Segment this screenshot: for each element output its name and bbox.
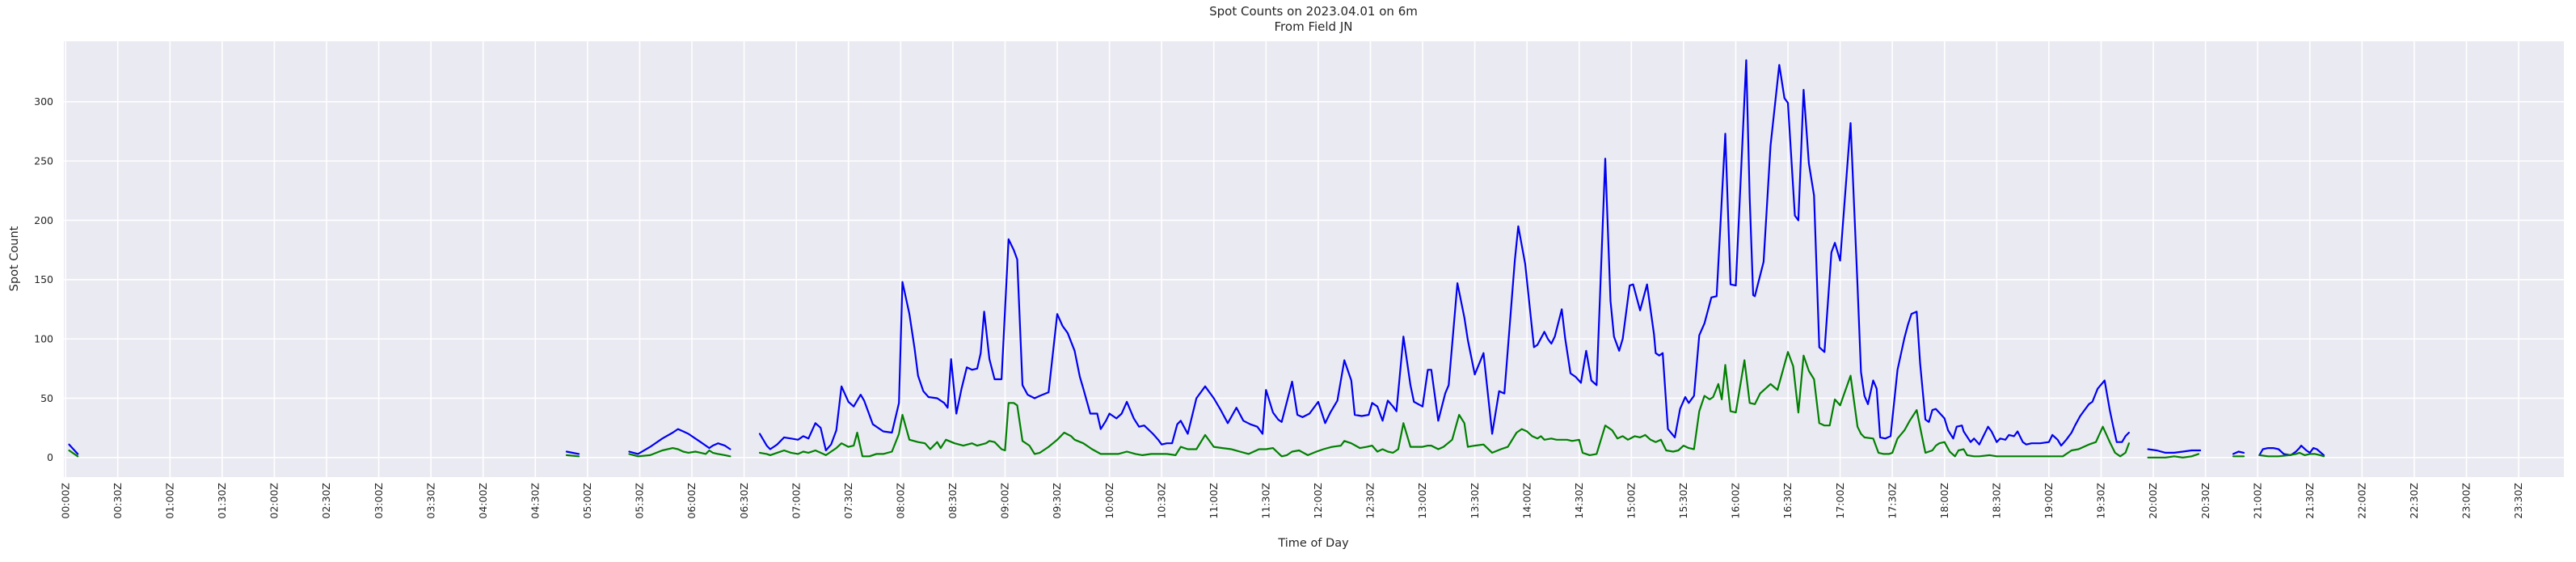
x-tick-label: 20:30Z (2199, 483, 2211, 519)
x-tick-label: 18:30Z (1991, 483, 2003, 519)
x-tick-label: 19:30Z (2095, 483, 2107, 519)
series-lines (68, 59, 2325, 458)
x-tick-label: 22:30Z (2408, 483, 2420, 519)
x-tick-label: 13:00Z (1416, 483, 1428, 519)
series-line-blue (2147, 448, 2202, 454)
series-line-blue (2258, 444, 2325, 457)
series-line-green (2147, 453, 2200, 458)
x-tick-label: 03:30Z (424, 483, 436, 519)
x-tick-label: 02:30Z (320, 483, 332, 519)
chart-subtitle: From Field JN (1275, 19, 1353, 34)
x-tick-label: 06:30Z (738, 483, 750, 519)
x-tick-label: 04:30Z (529, 483, 542, 519)
x-tick-label: 10:00Z (1103, 483, 1115, 519)
x-tick-label: 22:00Z (2356, 483, 2368, 519)
series-line-green (758, 351, 2130, 458)
y-tick-label: 150 (34, 273, 53, 285)
chart-title: Spot Counts on 2023.04.01 on 6m (1209, 4, 1418, 19)
x-tick-label: 08:00Z (895, 483, 907, 519)
x-tick-label: 16:00Z (1730, 483, 1742, 519)
series-line-blue (565, 450, 580, 455)
x-tick-label: 01:30Z (216, 483, 228, 519)
x-tick-label: 20:00Z (2147, 483, 2159, 519)
x-tick-label: 05:30Z (634, 483, 646, 519)
x-tick-label: 23:00Z (2460, 483, 2473, 519)
x-tick-label: 12:30Z (1364, 483, 1377, 519)
x-tick-label: 19:00Z (2043, 483, 2055, 519)
series-line-blue (628, 428, 731, 455)
plot-panel (64, 41, 2564, 477)
series-line-green (68, 449, 79, 458)
series-line-blue (758, 59, 2130, 452)
x-tick-label: 07:00Z (790, 483, 802, 519)
x-tick-label: 21:30Z (2304, 483, 2316, 519)
x-tick-label: 21:00Z (2251, 483, 2263, 519)
x-tick-label: 05:00Z (581, 483, 593, 519)
y-tick-label: 0 (47, 451, 53, 463)
y-tick-label: 200 (34, 214, 53, 226)
x-tick-label: 13:30Z (1469, 483, 1481, 519)
x-tick-label: 01:00Z (163, 483, 175, 519)
x-tick-label: 23:30Z (2512, 483, 2524, 519)
x-tick-label: 17:00Z (1834, 483, 1846, 519)
x-tick-label: 15:00Z (1625, 483, 1638, 519)
x-tick-label: 04:00Z (477, 483, 489, 519)
tick-labels: 0 50 100 150 200 250 300 00:00Z 00:30Z 01:00Z 01:3… (34, 95, 2524, 518)
x-tick-label: 00:30Z (112, 483, 124, 519)
x-tick-label: 02:00Z (268, 483, 280, 519)
y-tick-label: 50 (40, 392, 53, 404)
series-line-green (565, 454, 580, 458)
x-tick-label: 09:30Z (1051, 483, 1063, 519)
x-tick-label: 15:30Z (1677, 483, 1689, 519)
x-tick-label: 17:30Z (1886, 483, 1898, 519)
series-line-blue (68, 443, 79, 455)
series-line-blue (2232, 450, 2245, 455)
series-line-green (628, 446, 731, 458)
x-tick-label: 11:00Z (1208, 483, 1220, 519)
y-tick-label: 300 (34, 95, 53, 108)
x-tick-label: 09:00Z (999, 483, 1011, 519)
x-tick-label: 08:30Z (947, 483, 959, 519)
x-tick-label: 16:30Z (1781, 483, 1794, 519)
x-tick-label: 14:30Z (1573, 483, 1585, 519)
y-tick-label: 250 (34, 154, 53, 167)
x-tick-label: 10:30Z (1155, 483, 1167, 519)
x-axis-label: Time of Day (1277, 537, 1349, 550)
x-tick-label: 07:30Z (842, 483, 854, 519)
y-tick-label: 100 (34, 332, 53, 344)
y-axis-label: Spot Count (8, 226, 21, 291)
x-tick-label: 12:00Z (1312, 483, 1324, 519)
x-tick-label: 00:00Z (59, 483, 71, 519)
x-tick-label: 18:00Z (1938, 483, 1950, 519)
gridlines (64, 41, 2564, 477)
x-tick-label: 06:00Z (685, 483, 698, 519)
series-line-green (2258, 451, 2325, 458)
x-tick-label: 14:00Z (1520, 483, 1533, 519)
x-tick-label: 11:30Z (1260, 483, 1272, 519)
x-tick-label: 03:00Z (373, 483, 385, 519)
